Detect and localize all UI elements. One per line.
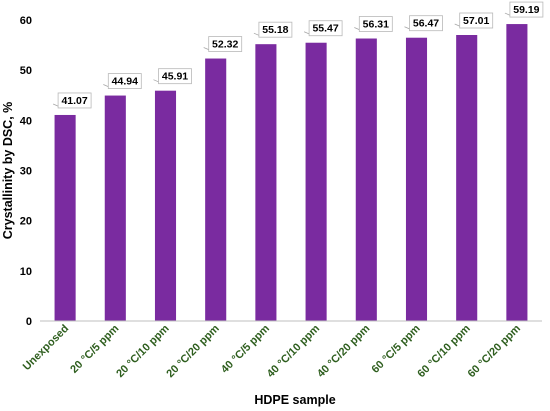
data-label-box [409, 15, 443, 32]
x-tick-label: 40 °C/10 ppm [265, 322, 323, 380]
y-tick-label: 40 [20, 115, 32, 127]
data-label-box [107, 73, 142, 89]
x-tick-label: 60 °C/5 ppm [370, 322, 423, 375]
data-label: 55.47 [312, 23, 338, 35]
x-tick-label: 60 °C/20 ppm [466, 322, 524, 380]
x-tick-label: 20 °C/5 ppm [68, 322, 121, 375]
data-label: 55.18 [262, 24, 288, 36]
bar [104, 95, 126, 322]
data-label: 41.07 [61, 95, 87, 107]
data-label: 57.01 [463, 15, 489, 27]
x-tick-label: 20 °C/10 ppm [114, 322, 172, 380]
data-label: 52.32 [212, 39, 238, 51]
bar [405, 37, 428, 321]
data-label-box [459, 12, 494, 29]
y-axis-ticks: 0 10 20 30 40 50 60 [20, 15, 32, 328]
x-tick-label: Unexposed [21, 323, 71, 373]
data-label-box [258, 21, 293, 38]
data-label: 45.91 [162, 71, 188, 83]
data-label: 44.94 [112, 76, 138, 88]
x-axis-title: HDPE sample [254, 393, 335, 407]
y-axis-title: Crystallinity by DSC, % [1, 102, 15, 240]
bar [154, 90, 177, 321]
data-label-box [308, 20, 343, 37]
y-tick-label: 10 [20, 266, 32, 278]
data-label-box [158, 68, 192, 85]
y-tick-label: 50 [20, 65, 32, 77]
x-tick-label: 40 °C/5 ppm [219, 322, 272, 375]
data-label-box [57, 92, 92, 109]
bar [54, 114, 76, 321]
data-label-box [208, 36, 243, 52]
bar [305, 42, 327, 322]
bar [255, 44, 277, 322]
data-label: 56.31 [363, 19, 389, 31]
bar [506, 24, 528, 321]
data-labels: 41.07 44.94 45.91 52.32 55.18 55.47 56.31 56.47… [52, 1, 544, 109]
y-tick-label: 60 [20, 15, 32, 27]
bar [456, 34, 478, 322]
data-label-box [358, 16, 393, 32]
bar [355, 38, 377, 321]
y-tick-label: 30 [20, 166, 32, 178]
x-tick-label: 60 °C/10 ppm [415, 322, 473, 380]
data-label: 59.19 [513, 4, 539, 16]
y-tick-label: 0 [26, 316, 32, 328]
bars [54, 24, 528, 322]
x-tick-label: 20 °C/20 ppm [164, 322, 222, 380]
data-label-box [509, 1, 544, 18]
y-tick-label: 20 [20, 216, 32, 228]
bar [205, 58, 227, 321]
x-tick-label: 40 °C/20 ppm [315, 322, 373, 380]
data-label: 56.47 [413, 18, 439, 30]
